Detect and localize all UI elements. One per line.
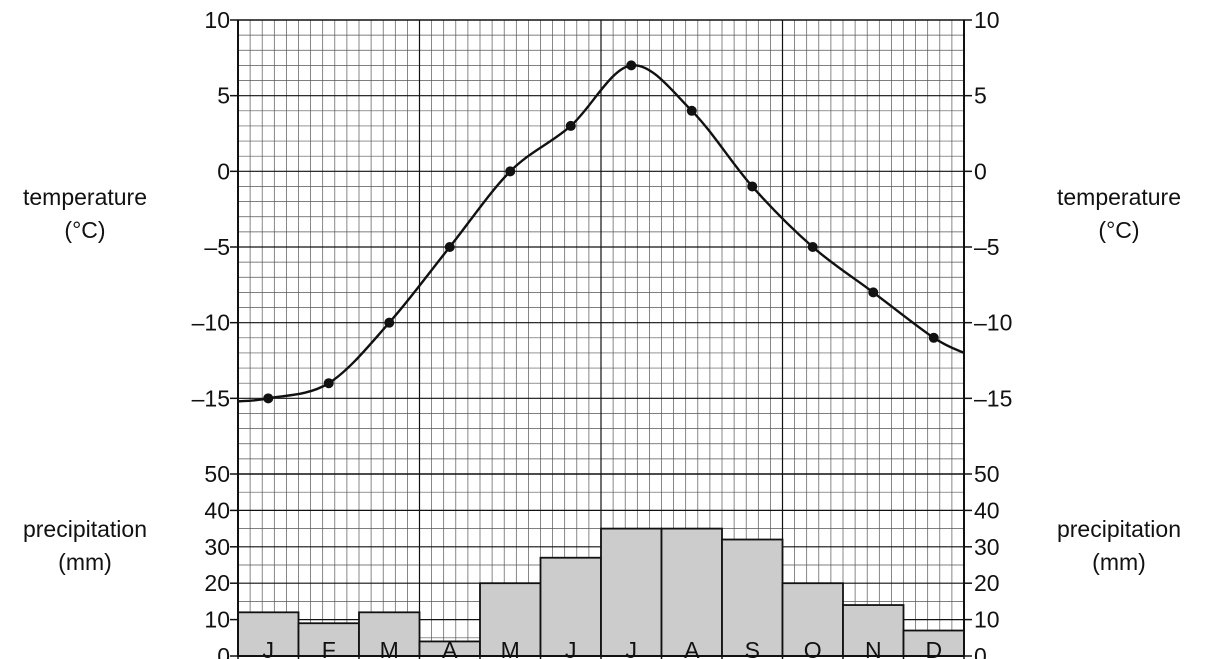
temp-tick-label-right: 10 <box>974 7 1000 33</box>
temp-tick-label-right: –5 <box>974 234 1000 260</box>
precip-ylabel-right-line1: precipitation <box>1057 516 1181 542</box>
month-label: J <box>263 637 275 659</box>
month-label: S <box>745 637 760 659</box>
temp-tick-label-right: 0 <box>974 158 987 184</box>
precip-ylabel-left-line1: precipitation <box>23 516 147 542</box>
precipitation-bar <box>358 611 421 657</box>
temperature-point <box>323 378 334 389</box>
temp-ylabel-right-line1: temperature <box>1057 184 1181 210</box>
temperature-point <box>565 120 576 131</box>
precip-tick-label-left: 0 <box>217 643 230 659</box>
temperature-point <box>384 317 395 328</box>
month-label: D <box>925 637 942 659</box>
precip-tick-label-right: 20 <box>974 570 1000 596</box>
temperature-point <box>263 393 274 404</box>
month-label: N <box>865 637 882 659</box>
month-label: M <box>501 637 520 659</box>
precip-tick-label-right: 10 <box>974 607 1000 633</box>
plot-frame <box>230 19 972 659</box>
temperature-point <box>505 166 516 177</box>
temp-tick-label-right: –10 <box>974 310 1012 336</box>
month-label: A <box>684 637 700 659</box>
precip-ylabel-right-line2: (mm) <box>1092 549 1146 575</box>
precip-tick-label-left: 20 <box>204 570 230 596</box>
temperature-point <box>747 181 758 192</box>
precip-tick-label-right: 40 <box>974 497 1000 523</box>
month-label: M <box>380 637 399 659</box>
temp-tick-label-left: 0 <box>217 158 230 184</box>
temperature-point <box>807 242 818 252</box>
temp-tick-label-left: 10 <box>204 7 230 33</box>
precipitation-bar <box>539 556 602 657</box>
temp-ylabel-left-line2: (°C) <box>64 217 105 243</box>
precip-tick-label-right: 30 <box>974 534 1000 560</box>
temp-ylabel-left-line1: temperature <box>23 184 147 210</box>
temperature-point <box>868 287 879 298</box>
temp-tick-label-left: 5 <box>217 83 230 109</box>
precip-tick-label-left: 30 <box>204 534 230 560</box>
month-label: F <box>322 637 336 659</box>
temperature-point <box>626 60 637 71</box>
precipitation-bars <box>237 527 965 657</box>
temp-tick-label-left: –15 <box>192 385 230 411</box>
month-label: A <box>442 637 458 659</box>
temp-tick-label-left: –5 <box>204 234 230 260</box>
precip-tick-label-left: 10 <box>204 607 230 633</box>
temperature-point <box>928 332 939 343</box>
precip-tick-label-right: 0 <box>974 643 987 659</box>
precip-tick-label-left: 40 <box>204 497 230 523</box>
month-label: J <box>565 637 577 659</box>
temp-ylabel-right-line2: (°C) <box>1098 217 1139 243</box>
precip-tick-label-left: 50 <box>204 461 230 487</box>
precip-tick-label-right: 50 <box>974 461 1000 487</box>
temp-tick-label-right: –15 <box>974 385 1012 411</box>
month-label: J <box>626 637 638 659</box>
temperature-line <box>237 60 965 404</box>
temp-tick-label-left: –10 <box>192 310 230 336</box>
temp-tick-label-right: 5 <box>974 83 987 109</box>
precip-ylabel-left-line2: (mm) <box>58 549 112 575</box>
month-label: O <box>804 637 822 659</box>
temperature-point <box>444 242 455 252</box>
precipitation-bar <box>600 527 663 657</box>
temperature-curve <box>237 64 965 403</box>
temperature-point <box>686 105 697 116</box>
